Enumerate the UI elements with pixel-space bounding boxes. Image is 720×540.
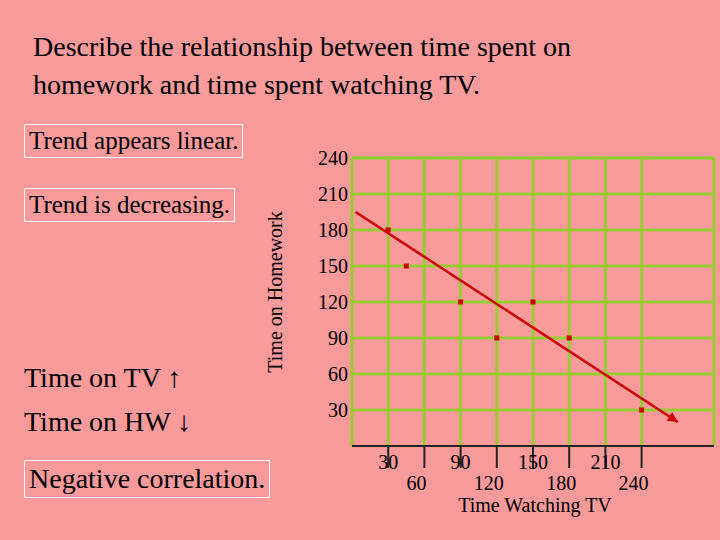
plot-area (356, 212, 678, 422)
grid-line-y (352, 265, 714, 268)
trend-line (356, 212, 678, 422)
x-tick-label: 120 (474, 472, 504, 494)
grid-line-y (352, 373, 714, 376)
x-tick (423, 446, 425, 468)
x-tick-label: 150 (518, 451, 548, 473)
x-tick-label: 60 (406, 472, 426, 494)
point (458, 300, 463, 305)
x-tick (641, 446, 643, 468)
y-tick-label: 60 (328, 363, 348, 385)
y-axis-line (351, 158, 354, 446)
point (386, 228, 391, 233)
x-tick-label: 30 (378, 451, 398, 473)
y-tick-label: 120 (318, 291, 348, 313)
grid-line-y (352, 157, 714, 160)
annotation: Negative correlation. (24, 460, 270, 498)
x-tick-label: 90 (451, 451, 471, 473)
grid-line-x (459, 158, 462, 446)
y-tick-label: 150 (318, 255, 348, 277)
grid-line-y (352, 193, 714, 196)
annotation: Time on HW ↓ (24, 406, 191, 438)
point (567, 336, 572, 341)
point (639, 408, 644, 413)
grid-line-x (532, 158, 535, 446)
grid (352, 158, 714, 446)
y-tick-label: 240 (318, 147, 348, 169)
chart: 3060901201501802102403060901201501802102… (0, 0, 720, 540)
y-axis-label: Time on Homework (264, 211, 286, 372)
annotation: Trend is decreasing. (24, 188, 235, 222)
x-tick-label: 180 (546, 472, 576, 494)
x-axis-label: Time Watching TV (458, 494, 612, 517)
y-tick-label: 180 (318, 219, 348, 241)
point (531, 300, 536, 305)
title: Describe the relationship between time s… (33, 28, 693, 104)
frame-top (352, 157, 714, 160)
x-tick (496, 446, 498, 468)
grid-line-y (352, 301, 714, 304)
grid-line-y (352, 337, 714, 340)
frame-right (713, 158, 716, 446)
point (494, 336, 499, 341)
x-tick (568, 446, 570, 468)
annotation: Trend appears linear. (24, 124, 243, 158)
x-tick-label: 240 (619, 472, 649, 494)
grid-line-y (352, 229, 714, 232)
x-tick-label: 210 (590, 451, 620, 473)
y-tick-label: 30 (328, 399, 348, 421)
y-tick-label: 90 (328, 327, 348, 349)
trend-arrow (667, 412, 678, 422)
y-tick-label: 210 (318, 183, 348, 205)
point (404, 264, 409, 269)
annotation: Time on TV ↑ (24, 362, 181, 394)
